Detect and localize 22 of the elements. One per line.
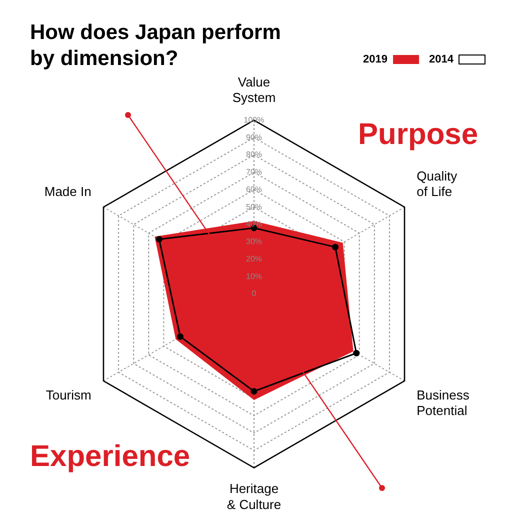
- y-tick-label: 50%: [246, 202, 262, 212]
- y-tick-label: 10%: [246, 272, 262, 281]
- y-tick-label: 30%: [246, 237, 262, 246]
- spoke-label: Value System: [232, 74, 276, 105]
- text: Purpose: [358, 118, 478, 152]
- y-tick-label: 80%: [246, 150, 262, 160]
- y-tick-label: 20%: [246, 254, 262, 264]
- y-tick-label: 40%: [246, 220, 262, 229]
- y-tick-label: 70%: [246, 168, 262, 177]
- spoke-label: Quality of Life: [416, 168, 458, 199]
- text: Experience: [30, 440, 190, 474]
- chart-title: How does Japan perform by dimension?: [30, 20, 282, 72]
- y-tick-label: 100%: [244, 115, 264, 124]
- spoke-label: Tourism: [46, 387, 92, 402]
- y-tick-label: 60%: [246, 184, 262, 194]
- spoke-label: Made In: [44, 184, 92, 199]
- y-tick-label: 90%: [246, 132, 262, 142]
- y-tick-label: 0: [252, 289, 257, 298]
- spoke-label: Business Potential: [416, 387, 470, 418]
- spoke-label: Heritage & Culture: [226, 481, 282, 512]
- legend-label: 2014: [429, 54, 454, 66]
- legend-label: 2019: [363, 54, 388, 66]
